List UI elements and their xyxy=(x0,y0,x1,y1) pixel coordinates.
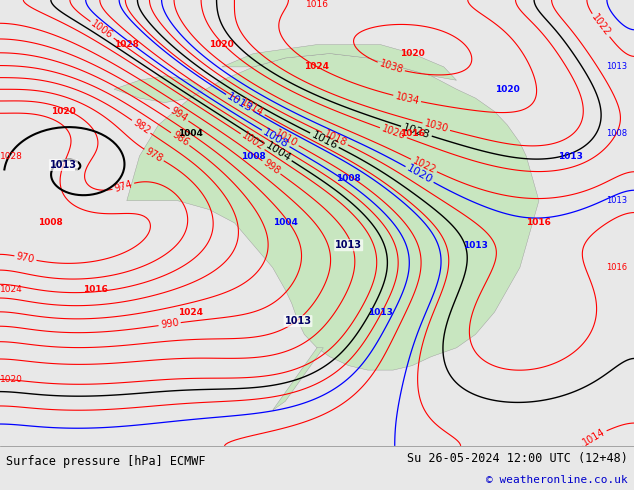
Text: 1024: 1024 xyxy=(304,62,330,72)
Text: 1028: 1028 xyxy=(114,40,139,49)
Text: 1013: 1013 xyxy=(368,308,393,317)
Text: Su 26-05-2024 12:00 UTC (12+48): Su 26-05-2024 12:00 UTC (12+48) xyxy=(407,452,628,465)
Polygon shape xyxy=(273,348,323,410)
Text: 1008: 1008 xyxy=(261,127,290,150)
Text: 982: 982 xyxy=(131,118,152,136)
Text: 1016: 1016 xyxy=(306,0,328,9)
Text: 1016: 1016 xyxy=(309,129,339,151)
Text: Surface pressure [hPa] ECMWF: Surface pressure [hPa] ECMWF xyxy=(6,455,206,468)
Text: 1006: 1006 xyxy=(89,19,115,41)
Text: 1013: 1013 xyxy=(50,160,77,170)
Text: 1022: 1022 xyxy=(411,156,437,175)
Text: 1013: 1013 xyxy=(558,151,583,161)
Text: 1014: 1014 xyxy=(581,426,607,447)
Text: 1020: 1020 xyxy=(209,40,235,49)
Polygon shape xyxy=(114,76,203,102)
Text: 1016: 1016 xyxy=(607,263,628,272)
Text: © weatheronline.co.uk: © weatheronline.co.uk xyxy=(486,475,628,485)
Text: 1008: 1008 xyxy=(336,174,361,183)
Text: 990: 990 xyxy=(160,318,179,330)
Text: 998: 998 xyxy=(261,158,281,177)
Polygon shape xyxy=(222,45,456,80)
Text: 1024: 1024 xyxy=(178,308,203,317)
Text: 1026: 1026 xyxy=(380,124,406,142)
Text: 1013: 1013 xyxy=(285,316,311,326)
Text: 1028: 1028 xyxy=(0,151,23,161)
Polygon shape xyxy=(127,53,539,370)
Text: 974: 974 xyxy=(113,179,134,194)
Text: 1014: 1014 xyxy=(239,97,266,118)
Text: 1022: 1022 xyxy=(589,12,612,38)
Text: 1034: 1034 xyxy=(394,91,420,106)
Text: 1020: 1020 xyxy=(51,107,76,116)
Text: 1016: 1016 xyxy=(399,129,425,138)
Text: 1008: 1008 xyxy=(38,219,63,227)
Text: 1008: 1008 xyxy=(241,151,266,161)
Text: 1030: 1030 xyxy=(423,119,450,135)
Text: 1016: 1016 xyxy=(526,219,552,227)
Text: 1013: 1013 xyxy=(607,62,628,72)
Text: 1013: 1013 xyxy=(335,240,362,250)
Text: 1028: 1028 xyxy=(401,122,431,140)
Text: 1018: 1018 xyxy=(322,129,348,148)
Text: 1024: 1024 xyxy=(0,285,23,294)
Text: 1038: 1038 xyxy=(378,59,404,75)
Text: 1013: 1013 xyxy=(225,91,254,115)
Text: 1020: 1020 xyxy=(0,374,23,384)
Text: 1016: 1016 xyxy=(82,285,108,294)
Text: 986: 986 xyxy=(170,130,191,148)
Text: 1004: 1004 xyxy=(273,219,298,227)
Text: 1013: 1013 xyxy=(463,241,488,250)
Text: 978: 978 xyxy=(143,146,164,164)
Text: 1004: 1004 xyxy=(264,140,293,164)
Text: 1010: 1010 xyxy=(273,128,299,149)
Text: 1020: 1020 xyxy=(405,163,434,186)
Text: 1008: 1008 xyxy=(607,129,628,138)
Text: 994: 994 xyxy=(169,106,190,124)
Text: 1020: 1020 xyxy=(495,85,520,94)
Text: 1004: 1004 xyxy=(178,129,203,138)
Text: 970: 970 xyxy=(15,251,36,265)
Text: 1002: 1002 xyxy=(240,131,266,152)
Text: 1013: 1013 xyxy=(607,196,628,205)
Text: 1020: 1020 xyxy=(399,49,425,58)
